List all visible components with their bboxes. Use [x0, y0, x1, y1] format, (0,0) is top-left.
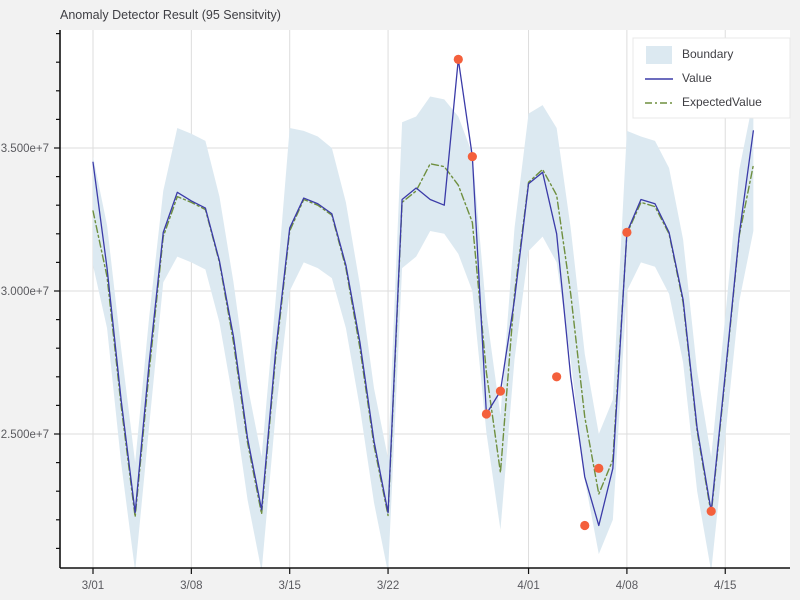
y-tick-label: 3.500e+7	[1, 143, 49, 155]
value-path	[92, 58, 754, 527]
x-tick-label: 3/01	[82, 580, 104, 592]
y-axis-ticks: 3.500e+7 3.000e+7 2.500e+7	[1, 32, 60, 550]
x-axis-ticks: 3/01 3/08 3/15 3/22 4/01 4/08 4/15	[82, 568, 736, 592]
anomaly-point[interactable]	[467, 151, 477, 162]
boundary-area	[93, 96, 754, 568]
x-tick-label: 3/15	[279, 580, 301, 592]
legend-swatch-boundary	[646, 46, 672, 64]
chart-title: Anomaly Detector Result (95 Sensitvity)	[60, 8, 281, 22]
value-line	[92, 58, 754, 527]
anomaly-point[interactable]	[622, 227, 632, 237]
expected-value-path	[92, 163, 755, 518]
x-tick-label: 3/08	[180, 580, 202, 592]
anomaly-point[interactable]	[481, 409, 491, 419]
anomaly-point[interactable]	[580, 520, 590, 531]
legend-label[interactable]: ExpectedValue	[682, 95, 762, 109]
legend-label[interactable]: Boundary	[682, 47, 733, 61]
anomaly-markers[interactable]	[453, 54, 716, 531]
anomaly-point[interactable]	[594, 463, 604, 473]
x-tick-label: 3/22	[377, 580, 399, 592]
anomaly-point[interactable]	[552, 372, 562, 382]
x-tick-label: 4/08	[616, 580, 638, 592]
anomaly-point[interactable]	[453, 54, 463, 64]
chart-legend[interactable]: Boundary Value ExpectedValue	[632, 37, 791, 119]
legend-label[interactable]: Value	[682, 71, 712, 85]
y-tick-label: 3.000e+7	[1, 286, 49, 298]
anomaly-point[interactable]	[706, 506, 716, 516]
x-tick-label: 4/01	[517, 580, 539, 592]
x-tick-label: 4/15	[714, 580, 736, 592]
anomaly-point[interactable]	[495, 386, 506, 396]
boundary-band	[93, 96, 754, 568]
y-tick-label: 2.500e+7	[1, 429, 49, 441]
expected-value-line	[92, 163, 755, 518]
